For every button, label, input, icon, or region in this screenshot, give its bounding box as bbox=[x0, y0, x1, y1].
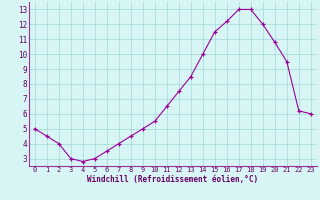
X-axis label: Windchill (Refroidissement éolien,°C): Windchill (Refroidissement éolien,°C) bbox=[87, 175, 258, 184]
